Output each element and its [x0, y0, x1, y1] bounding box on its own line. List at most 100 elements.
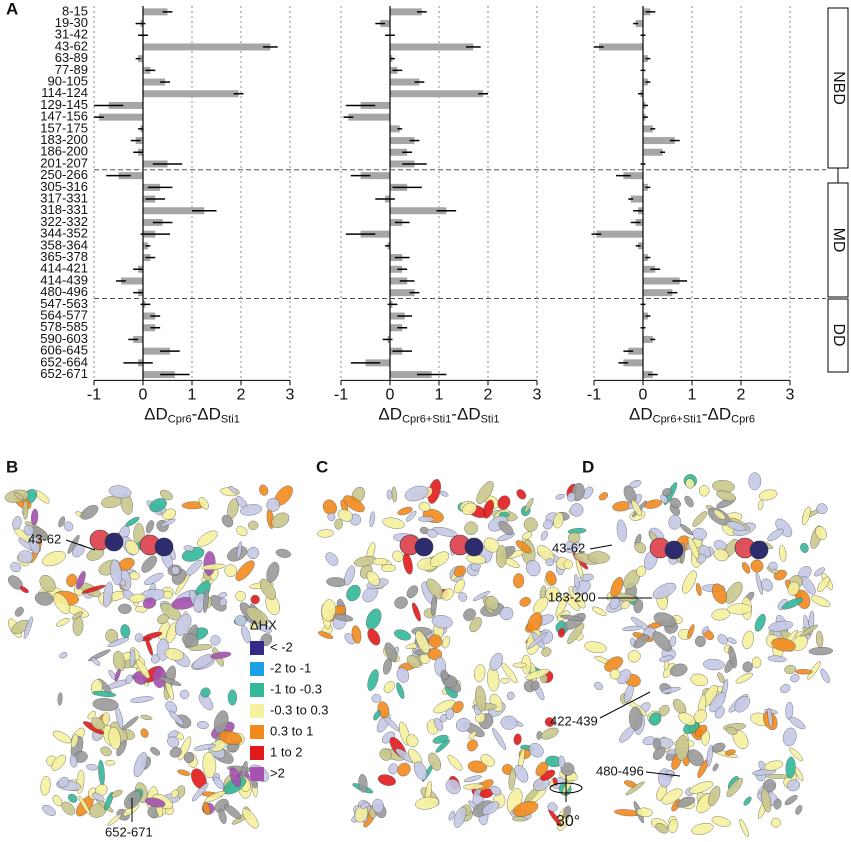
ribbon: [709, 692, 726, 713]
ribbon: [711, 608, 730, 621]
ribbon: [699, 485, 710, 497]
domain-box: [827, 182, 849, 298]
ribbon: [239, 504, 263, 516]
ribbon: [559, 614, 584, 621]
ribbon: [694, 724, 708, 737]
ribbon: [816, 503, 828, 515]
ribbon: [435, 739, 451, 753]
ribbon: [724, 581, 743, 604]
ribbon: [558, 755, 566, 769]
ribbon: [326, 577, 347, 587]
ribbon: [807, 661, 821, 680]
legend-label: -2 to -1: [270, 660, 311, 675]
ribbon: [202, 751, 217, 779]
bar: [143, 347, 170, 355]
ribbon: [771, 638, 796, 652]
ribbon: [145, 637, 153, 656]
ribbon: [688, 781, 714, 794]
ribbon: [196, 720, 209, 730]
ribbon: [519, 597, 531, 607]
ribbon: [701, 626, 709, 635]
ribbon: [623, 684, 634, 704]
ribbon: [726, 521, 747, 531]
ribbon: [754, 613, 766, 632]
ribbon: [14, 606, 24, 617]
annotation: 183-200: [548, 589, 596, 604]
ribbon: [682, 570, 697, 594]
ribbon: [397, 762, 411, 777]
ribbon: [236, 541, 243, 560]
ribbon: [337, 509, 353, 522]
category-label: 344-352: [40, 226, 88, 241]
ribbon: [189, 644, 213, 651]
legend-label: 0.3 to 1: [270, 723, 313, 738]
category-label: 157-175: [40, 120, 88, 135]
ribbon: [247, 520, 259, 530]
ribbon: [695, 582, 702, 597]
ribbon: [687, 624, 695, 640]
ribbon: [13, 491, 24, 501]
ribbon: [679, 523, 694, 536]
legend-swatch: [250, 641, 264, 655]
bar: [390, 371, 432, 379]
ribbon: [104, 791, 114, 811]
ribbon: [448, 810, 455, 821]
ribbon: [382, 517, 405, 529]
ribbon: [236, 526, 248, 537]
bar: [390, 277, 408, 285]
ribbon: [259, 578, 276, 600]
ribbon: [178, 736, 192, 761]
ribbon: [782, 727, 797, 747]
ribbon: [415, 796, 439, 810]
ribbon: [266, 561, 280, 583]
ribbon: [545, 570, 557, 586]
bar: [390, 289, 415, 297]
category-label: 186-200: [40, 144, 88, 159]
ribbon: [467, 760, 488, 773]
annotation: 480-496: [596, 763, 644, 778]
ribbon: [12, 516, 22, 530]
ribbon: [567, 623, 585, 644]
ribbon: [317, 529, 335, 538]
ribbon: [784, 795, 798, 806]
ribbon: [513, 573, 525, 589]
bar: [143, 90, 239, 98]
ribbon: [259, 484, 269, 496]
ribbon: [369, 511, 375, 528]
ribbon: [67, 793, 78, 803]
annotation: 422-439: [550, 713, 598, 728]
ribbon: [692, 527, 707, 541]
bar: [643, 137, 675, 145]
ribbon: [80, 505, 99, 520]
bar: [598, 43, 643, 51]
ribbon: [610, 577, 624, 598]
ribbon: [129, 571, 140, 581]
ribbon: [526, 559, 541, 577]
ribbon: [227, 689, 238, 706]
ribbon: [628, 706, 643, 731]
ribbon: [541, 647, 552, 657]
ribbon: [144, 572, 164, 585]
ribbon: [814, 567, 826, 577]
ribbon: [182, 633, 199, 648]
ribbon: [92, 698, 119, 712]
ribbon: [820, 668, 830, 684]
ribbon: [86, 764, 99, 771]
ribbon: [616, 519, 627, 542]
ribbon: [100, 746, 112, 757]
ribbon: [88, 649, 111, 662]
ribbon: [767, 528, 784, 542]
bar: [143, 371, 175, 379]
ribbon: [453, 806, 467, 828]
ribbon: [394, 596, 408, 609]
ribbon: [10, 562, 21, 573]
ribbon: [405, 734, 419, 748]
ribbon: [158, 676, 182, 686]
ribbon: [101, 712, 110, 726]
ribbon: [412, 602, 421, 622]
category-label: 322-332: [40, 214, 88, 229]
ribbon: [557, 628, 566, 638]
category-label: 77-89: [55, 62, 88, 77]
ribbon: [785, 701, 794, 720]
ribbon: [706, 744, 713, 767]
